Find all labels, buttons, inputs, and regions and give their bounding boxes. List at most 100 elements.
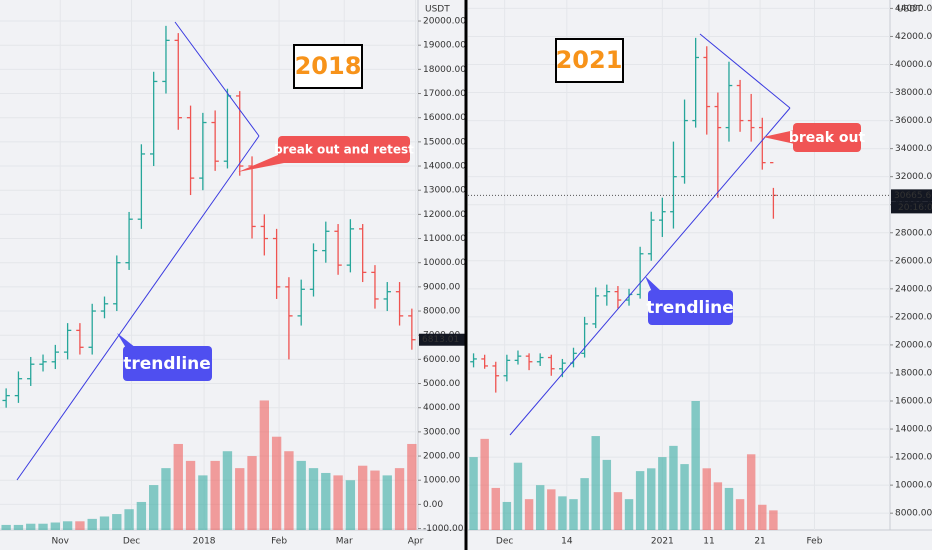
volume-bar — [713, 482, 723, 530]
volume-bar — [284, 451, 294, 530]
y-tick-label: 34000.00 — [895, 144, 932, 154]
volume-bar — [658, 457, 667, 530]
volume-bar — [13, 524, 24, 530]
volume-bar — [75, 521, 85, 530]
callout-text: trendline — [123, 354, 211, 374]
volume-bar — [407, 443, 417, 530]
volume-bar — [62, 521, 73, 530]
volume-bar — [746, 454, 756, 530]
y-tick-label: 9000.00 — [423, 282, 460, 292]
volume-bar — [235, 468, 245, 530]
volume-bar — [185, 460, 196, 530]
x-tick-label: Mar — [336, 537, 353, 547]
y-tick-label: 19000.00 — [423, 41, 466, 51]
volume-bar — [161, 468, 171, 530]
y-tick-label: 36000.00 — [895, 116, 932, 126]
callout-box — [278, 136, 410, 163]
currency-label: USDT — [425, 5, 450, 15]
y-tick-label: 12000.00 — [423, 210, 466, 220]
volume-bar — [669, 445, 678, 530]
trendline — [16, 135, 260, 481]
volume-bar — [513, 462, 523, 530]
y-tick-label: 11000.00 — [423, 234, 466, 244]
y-tick-label: 0.00 — [423, 500, 443, 510]
y-tick-label: 20000.00 — [423, 17, 466, 27]
volume-bar — [480, 438, 489, 530]
volume-bar — [38, 523, 48, 530]
volume-bar — [502, 501, 512, 530]
callout-text: trendline — [646, 298, 734, 318]
y-tick-label: 26000.00 — [895, 256, 932, 266]
volume-bar — [691, 401, 700, 530]
y-tick-label: 14000.00 — [423, 162, 466, 172]
volume-bar — [635, 471, 645, 530]
y-tick-label: 10000.00 — [423, 258, 466, 268]
y-tick-label: 12000.00 — [895, 453, 932, 463]
volume-bar — [547, 489, 556, 530]
trendline — [174, 21, 260, 137]
callout-box — [123, 346, 212, 381]
year-label: 2021 — [556, 46, 623, 74]
callout-box — [648, 290, 733, 325]
x-tick-label: 14 — [561, 537, 573, 547]
volume-bar — [724, 487, 734, 530]
currency-label: USDT — [897, 5, 922, 15]
volume-bar — [247, 456, 257, 530]
y-tick-label: 10000.00 — [895, 481, 932, 491]
callout-pointer — [763, 130, 795, 144]
last-price-box — [891, 189, 932, 202]
volume-bar — [99, 516, 110, 530]
y-tick-label: 1000.00 — [423, 476, 460, 486]
x-tick-label: Dec — [496, 537, 513, 547]
callout-box — [793, 123, 861, 152]
volume-bar — [624, 499, 634, 530]
volume-bar — [271, 436, 282, 530]
volume-bar — [321, 472, 331, 530]
y-tick-label: 14000.00 — [895, 425, 932, 435]
y-tick-label: 17000.00 — [423, 89, 466, 99]
y-tick-label: 6000.00 — [423, 355, 460, 365]
volume-bar — [112, 514, 122, 530]
volume-bar — [345, 480, 356, 530]
volume-bar — [308, 468, 319, 530]
x-tick-label: 21 — [754, 537, 765, 547]
volume-bar — [569, 499, 578, 530]
annotations-right: 2021 break out trendline — [509, 33, 865, 436]
year-box — [293, 44, 363, 89]
year-label: 2018 — [295, 52, 362, 80]
y-tick-label: 38000.00 — [895, 88, 932, 98]
volume-bar — [222, 451, 233, 530]
volume-bar — [758, 504, 767, 530]
timer-box — [891, 201, 932, 214]
y-tick-label: 3000.00 — [423, 427, 460, 437]
last-price-label: 6813.01 — [422, 335, 459, 345]
volume-bar — [296, 460, 306, 530]
x-tick-label: Nov — [51, 537, 69, 547]
x-tick-label: Apr — [408, 537, 424, 547]
y-tick-label: 44000.00 — [895, 4, 932, 14]
volume-bar — [259, 400, 269, 530]
volume-bar — [580, 478, 589, 530]
y-tick-label: 24000.00 — [895, 284, 932, 294]
volume-bar — [358, 465, 368, 530]
y-tick-label: 28000.00 — [895, 228, 932, 238]
volume-bar — [769, 510, 778, 530]
y-tick-label: 4000.00 — [423, 403, 460, 413]
last-price-label: 30665.60 — [894, 191, 932, 201]
annotations-left: 2018 break out and retest trendline — [16, 21, 414, 481]
volume-bar — [370, 470, 380, 530]
volume-bar — [558, 496, 567, 530]
axis-panel — [890, 0, 932, 550]
axis-panel — [418, 0, 465, 550]
volume-bar — [702, 468, 711, 530]
x-tick-label: Feb — [271, 537, 287, 547]
y-tick-label: 5000.00 — [423, 379, 460, 389]
volume-bar — [735, 499, 745, 530]
timer-label: 20:16:01 — [898, 203, 932, 213]
callout-pointer — [645, 276, 662, 292]
y-tick-label: 8000.00 — [423, 307, 460, 317]
trendline — [509, 107, 791, 436]
x-tick-label: 2021 — [651, 537, 674, 547]
